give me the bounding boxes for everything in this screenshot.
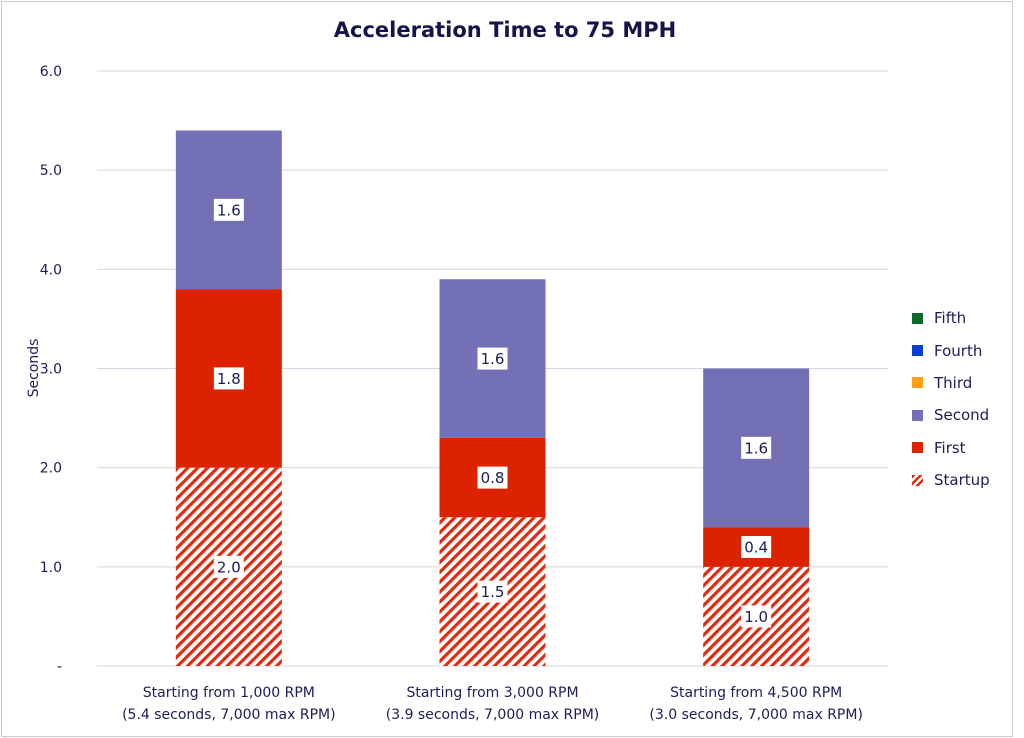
legend-item-fourth: Fourth bbox=[912, 334, 990, 366]
data-label: 1.6 bbox=[217, 201, 241, 219]
data-label: 2.0 bbox=[217, 558, 241, 576]
legend-swatch bbox=[912, 474, 923, 486]
x-tick-label: Starting from 3,000 RPM bbox=[406, 685, 578, 701]
legend-item-first: First bbox=[912, 432, 990, 464]
y-tick-label: 6.0 bbox=[40, 64, 62, 80]
legend-label: Third bbox=[934, 373, 973, 392]
chart-title: Acceleration Time to 75 MPH bbox=[333, 18, 677, 42]
legend-item-fifth: Fifth bbox=[912, 302, 990, 334]
data-label-background bbox=[213, 198, 244, 221]
legend-item-second: Second bbox=[912, 399, 990, 431]
y-tick-label: - bbox=[57, 659, 62, 675]
legend-label: Fourth bbox=[934, 341, 983, 360]
legend-label: Second bbox=[934, 406, 990, 425]
data-label-background bbox=[477, 466, 508, 489]
data-label: 1.8 bbox=[217, 370, 241, 388]
data-label: 1.5 bbox=[481, 583, 505, 601]
legend-swatch bbox=[912, 377, 923, 389]
data-label-background bbox=[741, 536, 772, 558]
legend-swatch bbox=[912, 409, 923, 421]
legend-label: Startup bbox=[934, 471, 990, 490]
data-label: 1.0 bbox=[744, 608, 768, 626]
legend-swatch bbox=[912, 442, 923, 454]
y-tick-label: 3.0 bbox=[40, 362, 62, 378]
x-tick-label: (3.9 seconds, 7,000 max RPM) bbox=[386, 707, 600, 723]
x-tick-label: Starting from 4,500 RPM bbox=[670, 685, 842, 701]
legend-label: First bbox=[934, 438, 966, 457]
legend-item-third: Third bbox=[912, 367, 990, 399]
data-label-background bbox=[213, 367, 244, 390]
y-axis-label: Seconds bbox=[26, 339, 42, 398]
legend-label: Fifth bbox=[934, 309, 967, 328]
legend-item-startup: Startup bbox=[912, 464, 990, 496]
data-label: 0.4 bbox=[744, 539, 768, 557]
data-label: 1.6 bbox=[744, 439, 768, 457]
legend: Fifth Fourth Third Second First Startup bbox=[912, 302, 990, 496]
data-label-background bbox=[477, 347, 508, 370]
y-tick-label: 4.0 bbox=[40, 262, 62, 278]
data-label-background bbox=[741, 436, 772, 459]
data-label-background bbox=[477, 580, 508, 603]
data-label-background bbox=[213, 555, 244, 578]
x-tick-label: Starting from 1,000 RPM bbox=[143, 685, 315, 701]
data-label-background bbox=[741, 605, 772, 628]
y-tick-label: 2.0 bbox=[40, 461, 62, 477]
y-tick-label: 5.0 bbox=[40, 163, 62, 179]
x-tick-label: (5.4 seconds, 7,000 max RPM) bbox=[122, 707, 336, 723]
x-tick-label: (3.0 seconds, 7,000 max RPM) bbox=[649, 707, 863, 723]
legend-swatch bbox=[912, 312, 923, 324]
y-tick-label: 1.0 bbox=[40, 560, 62, 576]
data-label: 0.8 bbox=[481, 469, 505, 487]
data-label: 1.6 bbox=[481, 350, 505, 368]
legend-swatch bbox=[912, 345, 923, 357]
